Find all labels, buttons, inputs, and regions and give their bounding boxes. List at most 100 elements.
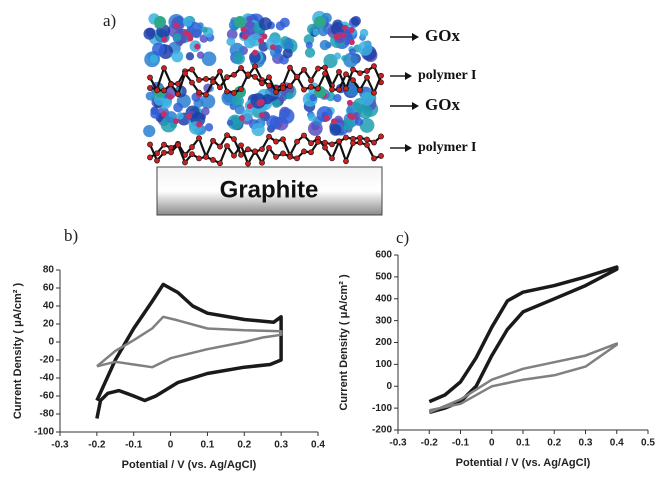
polymer-bead <box>371 89 377 96</box>
polymer-bead <box>203 91 209 98</box>
polymer-bead <box>280 85 286 92</box>
protein-blob <box>201 107 210 116</box>
polymer-bead <box>329 141 335 148</box>
polymer-bead <box>182 159 188 166</box>
polymer-bead <box>308 83 314 90</box>
protein-blob <box>173 102 183 113</box>
protein-blob <box>323 115 330 122</box>
protein-blob <box>185 52 195 61</box>
x-tick-label: -0.3 <box>389 438 407 449</box>
protein-blob <box>173 22 180 29</box>
substrate <box>156 166 383 216</box>
arrow-head <box>405 144 412 152</box>
protein-blob <box>341 118 354 131</box>
polymer-bead <box>371 155 377 162</box>
protein-blob <box>350 15 361 26</box>
protein-blob <box>341 55 348 62</box>
protein-blob <box>266 115 280 129</box>
x-tick-label: -0.2 <box>88 440 106 451</box>
polymer-bead <box>322 64 328 71</box>
polymer-bead <box>378 72 384 79</box>
polymer-bead <box>301 86 307 93</box>
protein-blob <box>246 15 253 23</box>
polymer-bead <box>252 73 258 80</box>
polymer-bead <box>210 137 216 144</box>
protein-blob <box>231 94 244 108</box>
protein-blob <box>303 34 315 45</box>
polymer-bead <box>364 142 370 148</box>
protein-blob <box>349 114 356 121</box>
polymer-bead <box>224 132 230 139</box>
cv-curve <box>96 315 283 369</box>
y-tick-label: -60 <box>40 391 55 402</box>
polymer-bead <box>315 85 321 92</box>
protein-blob <box>160 111 167 118</box>
protein-blob <box>258 99 265 106</box>
polymer-bead <box>273 138 279 145</box>
polymer-bead <box>315 65 321 72</box>
protein-blob <box>241 33 248 40</box>
polymer-bead <box>301 132 307 139</box>
substrate-label: Graphite <box>220 176 319 203</box>
polymer-bead <box>259 159 265 166</box>
polymer-bead <box>259 80 265 87</box>
polymer-bead <box>329 155 335 162</box>
y-axis-label: Current Density ( μA/cm² ) <box>338 274 350 411</box>
x-axis-label: Potential / V (vs. Ag/AgCl) <box>122 459 257 471</box>
protein-blob <box>171 50 184 63</box>
panel-label: c) <box>396 228 409 247</box>
polymer-bead <box>231 89 237 96</box>
x-tick-label: 0.2 <box>237 440 251 451</box>
protein-blob <box>143 124 156 138</box>
polymer-bead <box>266 145 272 151</box>
protein-blob <box>200 93 216 109</box>
polymer-bead <box>175 141 181 148</box>
x-tick-label: 0 <box>489 438 495 449</box>
protein-blob <box>226 37 236 47</box>
arrow-head <box>405 72 412 80</box>
polymer-bead <box>196 77 202 83</box>
protein-blob <box>312 28 320 36</box>
polymer-bead <box>245 160 251 167</box>
protein-blob <box>348 27 355 34</box>
protein-blob <box>234 16 246 28</box>
protein-blob <box>150 109 160 119</box>
polymer-bead <box>189 144 195 150</box>
x-tick-label: 0.4 <box>610 438 624 449</box>
protein-blob <box>282 48 293 59</box>
polymer-bead <box>357 87 363 93</box>
polymer-bead <box>168 149 174 156</box>
polymer-bead <box>357 134 363 141</box>
polymer-bead <box>336 138 342 145</box>
protein-blob <box>196 121 203 128</box>
polymer-bead <box>343 134 349 141</box>
y-tick-label: -100 <box>372 403 392 414</box>
layer-label: GOx <box>425 95 460 114</box>
protein-blob <box>232 52 245 65</box>
protein-blob <box>333 93 342 103</box>
arrow-head <box>412 33 419 41</box>
x-tick-label: -0.1 <box>125 440 143 451</box>
protein-blob <box>182 16 193 27</box>
y-tick-label: 300 <box>375 315 392 326</box>
polymer-bead <box>308 149 314 156</box>
protein-blob <box>271 98 281 108</box>
x-tick-label: -0.1 <box>452 438 470 449</box>
polymer-bead <box>238 65 244 71</box>
polymer-bead <box>154 87 160 94</box>
protein-blob <box>149 54 159 63</box>
polymer-bead <box>273 89 279 96</box>
protein-blob <box>261 33 268 40</box>
arrow-head <box>412 102 419 110</box>
protein-blob <box>258 41 269 52</box>
polymer-bead <box>280 150 286 157</box>
y-tick-label: 60 <box>43 283 55 294</box>
protein-blob <box>238 115 245 122</box>
y-tick-label: 40 <box>43 301 55 312</box>
polymer-bead <box>196 135 202 142</box>
polymer-bead <box>322 144 328 151</box>
y-tick-label: -40 <box>40 373 55 384</box>
polymer-bead <box>343 158 349 165</box>
y-tick-label: 500 <box>375 272 392 283</box>
